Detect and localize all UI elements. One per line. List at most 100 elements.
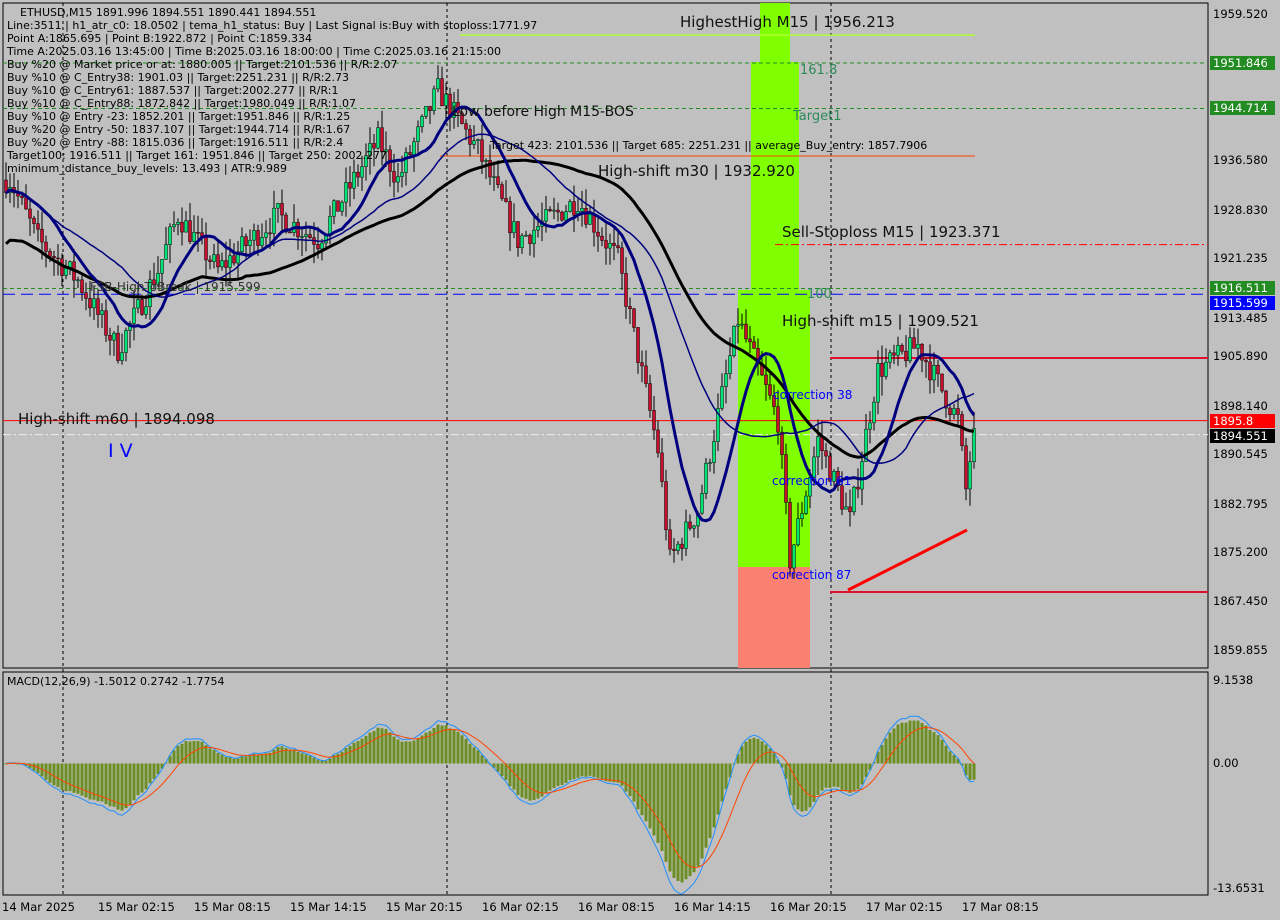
y-tick-label: 1921.235 [1213,251,1268,266]
macd-histogram-bar [576,763,580,778]
correction-61-label: correction 61 [772,474,852,488]
macd-histogram-bar [140,763,144,793]
macd-histogram-bar [268,752,272,764]
candle-body [428,106,432,111]
main-plot-frame [2,2,1209,669]
macd-histogram-bar [392,736,396,764]
macd-histogram-bar [644,763,648,822]
candle-body [656,429,660,454]
candle-body [384,149,388,153]
candle-body [944,390,948,409]
macd-histogram-bar [944,745,948,764]
candle-body [868,422,872,430]
y-tick-label: 1890.545 [1213,447,1268,462]
macd-histogram-bar [856,763,860,790]
macd-histogram-bar [612,763,616,783]
macd-histogram-bar [904,722,908,764]
macd-histogram-bar [184,741,188,764]
info-line: Point A:1865.695 | Point B:1922.872 | Po… [7,32,312,45]
candle-body [216,254,220,268]
macd-histogram-bar [572,763,576,780]
candle-body [860,461,864,490]
candle-body [644,365,648,384]
candle-body [872,401,876,424]
macd-histogram-bar [244,756,248,764]
candle-body [280,203,284,216]
candle-body [520,235,524,248]
candle-body [912,337,916,349]
macd-histogram-bar [736,754,740,764]
macd-histogram-bar [632,763,636,802]
candle-body [500,184,504,199]
macd-histogram-bar [616,763,620,783]
macd-histogram-bar [288,749,292,764]
candle-body [888,352,892,363]
macd-histogram-bar [108,763,112,807]
candle-body [528,234,532,244]
candle-body [196,232,200,234]
candle-body [636,327,640,363]
macd-histogram-bar [248,755,252,764]
macd-histogram-bar [80,763,84,796]
macd-histogram-bar [84,763,88,798]
macd-histogram-bar [384,728,388,764]
candle-body [844,506,848,510]
macd-histogram-bar [416,738,420,764]
macd-histogram-bar [596,763,600,779]
macd-histogram-bar [332,755,336,764]
macd-histogram-bar [40,763,44,777]
candle-body [100,310,104,315]
candle-body [856,486,860,490]
candle-body [884,361,888,377]
macd-histogram-bar [960,763,964,766]
candle-body [88,298,92,309]
macd-histogram-bar [888,732,892,764]
candle-body [748,338,752,343]
candle-body [144,306,148,315]
macd-histogram-bar [124,763,128,809]
candle-body [712,441,716,463]
macd-histogram-bar [180,743,184,764]
candle-body [772,395,776,407]
macd-histogram-bar [240,756,244,764]
macd-histogram-bar [172,750,176,764]
macd-histogram-bar [764,744,768,764]
macd-histogram-bar [208,748,212,764]
candle-body [252,230,256,241]
candle-body [224,260,228,268]
macd-histogram-bar [168,755,172,764]
macd-histogram-bar [928,729,932,764]
macd-histogram-bar [52,763,56,786]
target-zone-top [760,3,790,63]
mid-moving-average [5,133,975,464]
candle-body [584,208,588,225]
candle-body [340,201,344,212]
y-tick-label: 1905.890 [1213,349,1268,364]
candle-body [824,450,828,457]
candle-body [20,195,24,198]
candle-body [124,330,128,353]
candle-body [160,259,164,274]
macd-histogram-bar [148,763,152,784]
macd-histogram-bar [652,763,656,836]
candle-body [728,355,732,374]
macd-histogram-bar [620,763,624,786]
candle-body [348,182,352,189]
macd-histogram-bar [276,747,280,764]
y-tick-label: 1913.485 [1213,311,1268,326]
macd-histogram-bar [316,759,320,764]
macd-histogram-bar [604,763,608,782]
info-line: Buy %20 @ Market price or at: 1880.005 |… [7,58,398,71]
candle-body [212,254,216,262]
macd-histogram-bar [796,763,800,810]
candle-body [320,242,324,250]
price-tag: 1895.8 [1210,413,1275,428]
macd-histogram-bar [860,763,864,785]
macd-histogram-bar [940,739,944,764]
macd-histogram-bar [504,763,508,780]
macd-histogram-bar [628,763,632,797]
candle-body [592,213,596,233]
candle-body [904,350,908,362]
macd-histogram-bar [228,757,232,764]
